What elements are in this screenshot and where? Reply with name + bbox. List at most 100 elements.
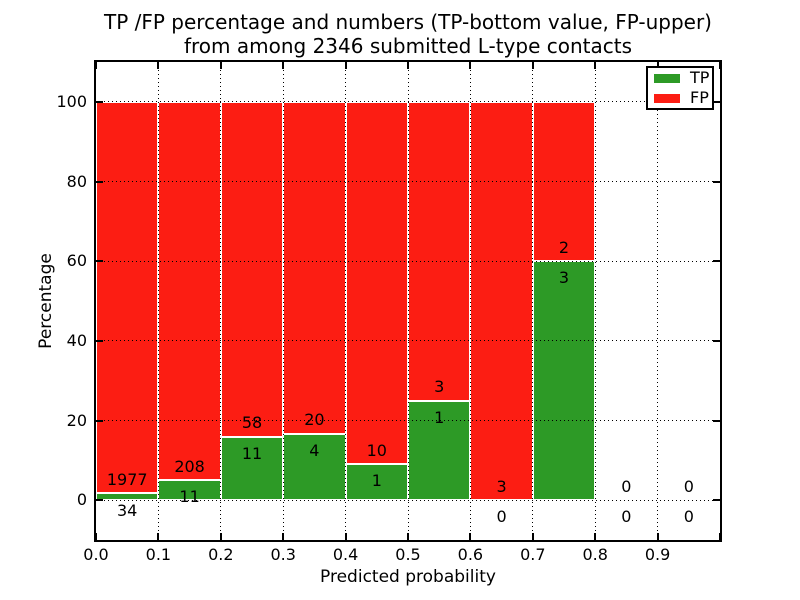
- legend: TP FP: [646, 66, 714, 110]
- x-tick-mark-bottom: [594, 533, 597, 540]
- tp-count-label-5: 1: [434, 407, 445, 427]
- y-tick-label-40: 40: [66, 330, 87, 350]
- x-tick-mark-bottom: [157, 533, 160, 540]
- y-tick-mark-left: [96, 339, 103, 342]
- legend-label-tp: TP: [690, 68, 710, 87]
- fp-count-label-8: 0: [621, 476, 632, 496]
- x-tick-mark-top: [594, 62, 597, 69]
- y-tick-mark-right: [713, 100, 720, 103]
- x-tick-label-0.9: 0.9: [644, 545, 671, 564]
- gridline-v-0.1: [157, 62, 159, 540]
- y-tick-label-60: 60: [66, 251, 87, 271]
- x-tick-mark-bottom: [656, 533, 659, 540]
- y-tick-mark-right: [713, 499, 720, 502]
- x-tick-mark-top: [344, 62, 347, 69]
- fp-color-swatch-icon: [654, 93, 680, 103]
- bar-tp-segment-3: [283, 433, 346, 501]
- tp-count-label-7: 3: [558, 268, 570, 288]
- y-tick-mark-left: [96, 260, 103, 263]
- x-tick-mark-bottom: [95, 533, 97, 540]
- bar-fp-segment-1: [158, 101, 221, 481]
- x-tick-label-0.1: 0.1: [145, 545, 172, 564]
- x-tick-mark-top: [157, 62, 160, 69]
- x-tick-mark-top: [95, 62, 97, 69]
- y-tick-label-0: 0: [76, 490, 87, 510]
- chart-title: TP /FP percentage and numbers (TP-bottom…: [96, 10, 720, 58]
- y-tick-mark-left: [96, 100, 103, 103]
- gridline-v-0.4: [345, 62, 347, 540]
- fp-count-label-7: 2: [558, 237, 570, 257]
- y-tick-label-100: 100: [56, 91, 87, 111]
- y-tick-mark-right: [713, 339, 720, 342]
- x-tick-mark-top: [469, 62, 472, 69]
- bar-tp-segment-2: [220, 436, 284, 501]
- x-tick-mark-top: [407, 62, 409, 69]
- x-tick-label-0.8: 0.8: [582, 545, 608, 564]
- x-tick-mark-bottom: [469, 533, 472, 540]
- fp-count-label-6: 3: [496, 476, 507, 496]
- legend-label-fp: FP: [690, 88, 709, 107]
- chart-title-line1: TP /FP percentage and numbers (TP-bottom…: [104, 10, 712, 34]
- bar-fp-segment-5: [408, 101, 471, 401]
- fp-count-label-9: 0: [683, 476, 694, 496]
- tp-count-label-8: 0: [621, 507, 632, 527]
- tp-color-swatch-icon: [654, 73, 680, 83]
- x-tick-label-0.4: 0.4: [332, 545, 359, 564]
- bar-fp-segment-0: [96, 101, 159, 494]
- x-tick-mark-bottom: [719, 533, 721, 540]
- x-tick-label-0.5: 0.5: [395, 545, 421, 564]
- gridline-v-0.5: [407, 62, 409, 540]
- x-tick-mark-top: [656, 62, 659, 69]
- y-tick-mark-left: [96, 180, 103, 183]
- x-tick-mark-bottom: [344, 533, 347, 540]
- tp-count-label-1: 11: [179, 487, 200, 507]
- fp-count-label-1: 208: [174, 456, 205, 476]
- fp-count-label-0: 1977: [106, 469, 148, 489]
- tp-count-label-4: 1: [371, 471, 382, 491]
- bar-fp-segment-2: [220, 101, 284, 437]
- legend-entry-tp: TP: [654, 68, 710, 87]
- gridline-v-0.6: [469, 62, 471, 540]
- fp-count-label-5: 3: [434, 377, 445, 397]
- x-tick-label-0.7: 0.7: [520, 545, 546, 564]
- chart-title-line2: from among 2346 submitted L-type contact…: [183, 34, 633, 58]
- x-tick-mark-top: [282, 62, 285, 69]
- x-tick-mark-bottom: [407, 533, 409, 540]
- fp-count-label-4: 10: [366, 440, 387, 460]
- x-tick-mark-top: [531, 62, 534, 69]
- gridline-v-0.3: [282, 62, 284, 540]
- x-tick-mark-bottom: [219, 533, 222, 540]
- bar-tp-segment-7: [532, 261, 596, 501]
- y-tick-mark-right: [713, 260, 720, 263]
- y-tick-mark-right: [713, 419, 720, 422]
- x-tick-mark-top: [219, 62, 222, 69]
- tp-count-label-0: 34: [117, 500, 138, 520]
- y-tick-mark-left: [96, 499, 103, 502]
- gridline-v-0.7: [532, 62, 534, 540]
- bar-tp-segment-0: [96, 493, 159, 501]
- y-tick-label-20: 20: [66, 410, 87, 430]
- x-tick-label-0.6: 0.6: [457, 545, 484, 564]
- y-tick-mark-right: [713, 180, 720, 183]
- x-tick-label-0.3: 0.3: [270, 545, 296, 564]
- bar-fp-segment-6: [470, 101, 533, 501]
- x-tick-label-0.0: 0.0: [83, 545, 109, 564]
- x-tick-label-0.2: 0.2: [208, 545, 234, 564]
- x-tick-mark-bottom: [531, 533, 534, 540]
- gridline-v-0.8: [594, 62, 596, 540]
- gridline-v-0.9: [657, 62, 659, 540]
- legend-entry-fp: FP: [654, 88, 709, 107]
- fp-count-label-3: 20: [304, 410, 325, 430]
- gridline-v-0.2: [220, 62, 222, 540]
- x-tick-mark-top: [719, 62, 721, 69]
- y-tick-label-80: 80: [66, 171, 87, 191]
- x-tick-mark-bottom: [282, 533, 285, 540]
- bar-tp-segment-5: [408, 400, 471, 501]
- fp-count-label-2: 58: [241, 413, 263, 433]
- bar-fp-segment-4: [345, 101, 408, 464]
- y-tick-mark-left: [96, 419, 103, 422]
- tp-count-label-6: 0: [496, 507, 507, 527]
- x-axis-label: Predicted probability: [320, 567, 496, 587]
- tp-count-label-9: 0: [683, 507, 694, 527]
